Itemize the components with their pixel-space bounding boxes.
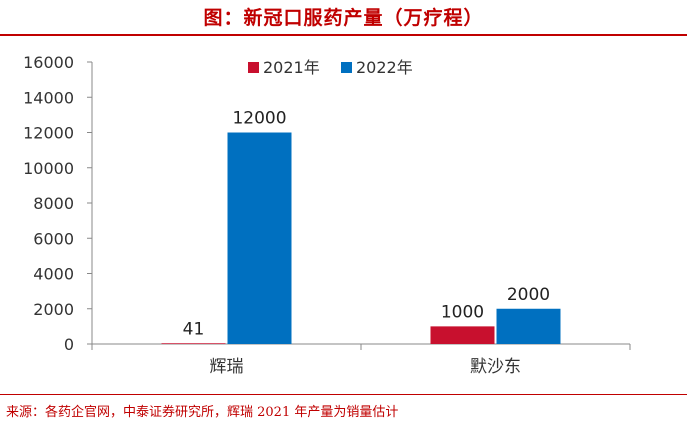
legend-label: 2021年 xyxy=(263,58,320,77)
source-note: 来源：各药企官网，中泰证券研究所，辉瑞 2021 年产量为销量估计 xyxy=(6,405,399,420)
y-tick-label: 12000 xyxy=(23,124,74,143)
y-tick-label: 14000 xyxy=(23,88,74,107)
chart-bars: 41 12000 1000 2000 xyxy=(161,109,561,344)
chart-legend: 2021年 2022年 xyxy=(248,58,413,77)
bar-value-label: 2000 xyxy=(507,285,550,305)
legend-swatch xyxy=(341,62,352,73)
title-divider xyxy=(0,34,687,36)
y-tick-label: 4000 xyxy=(33,265,74,284)
chart-title: 图：新冠口服药产量（万疗程） xyxy=(203,7,484,29)
legend-swatch xyxy=(248,62,259,73)
bar xyxy=(161,343,226,344)
bar-value-label: 41 xyxy=(183,319,205,339)
y-tick-label: 0 xyxy=(64,335,74,354)
chart-axes: 0 2000 4000 6000 8000 10000 12000 14000 16000 辉瑞 默… xyxy=(23,53,631,377)
bar-value-label: 12000 xyxy=(232,109,286,129)
y-tick-label: 6000 xyxy=(33,229,74,248)
bar-chart: 0 2000 4000 6000 8000 10000 12000 14000 16000 辉瑞 默… xyxy=(23,53,631,377)
bar xyxy=(496,308,561,344)
footer-divider xyxy=(0,394,687,395)
bar xyxy=(227,132,292,344)
bar-value-label: 1000 xyxy=(441,302,484,322)
bar xyxy=(430,326,495,344)
y-tick-label: 16000 xyxy=(23,53,74,72)
legend-label: 2022年 xyxy=(356,58,413,77)
x-category-label: 默沙东 xyxy=(470,357,521,377)
y-tick-label: 8000 xyxy=(33,194,74,213)
y-tick-label: 2000 xyxy=(33,300,74,319)
x-category-label: 辉瑞 xyxy=(210,357,244,377)
y-tick-label: 10000 xyxy=(23,159,74,178)
